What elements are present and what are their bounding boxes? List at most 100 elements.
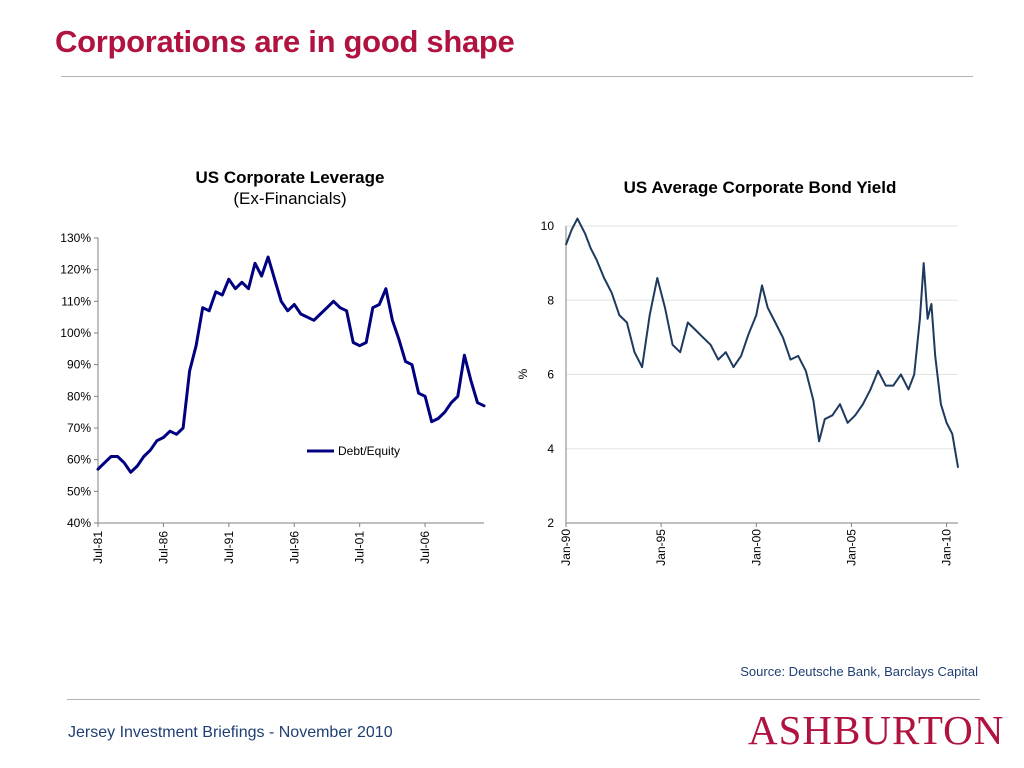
debt-equity-point	[163, 437, 165, 439]
debt-equity-point	[477, 402, 479, 404]
footer-text: Jersey Investment Briefings - November 2…	[68, 724, 393, 742]
debt-equity-point	[150, 449, 152, 451]
debt-equity-point	[130, 472, 132, 474]
debt-equity-point	[359, 345, 361, 347]
bond-yield-point	[952, 433, 954, 435]
left-y-tick-label: 100%	[60, 326, 91, 340]
bond-yield-point	[870, 389, 872, 391]
debt-equity-point	[313, 320, 315, 322]
source-note: Source: Deutsche Bank, Barclays Capital	[740, 664, 978, 679]
bond-yield-point	[619, 314, 621, 316]
left-x-tick-label: Jul-81	[91, 531, 105, 564]
bond-yield-point	[839, 403, 841, 405]
bond-yield-point	[957, 467, 959, 469]
bond-yield-point	[710, 344, 712, 346]
left-y-tick-label: 70%	[67, 421, 91, 435]
debt-equity-point	[228, 278, 230, 280]
right-x-tick-label: Jan-10	[940, 529, 954, 566]
bond-yield-point	[649, 314, 651, 316]
bond-yield-point	[733, 366, 735, 368]
debt-equity-point	[202, 307, 204, 309]
debt-equity-point	[392, 320, 394, 322]
debt-equity-point	[104, 462, 106, 464]
bond-yield-point	[740, 355, 742, 357]
bond-yield-point	[748, 333, 750, 335]
bond-yield-point	[611, 292, 613, 294]
bond-yield-point	[672, 344, 674, 346]
debt-equity-point	[470, 380, 472, 382]
right-y-tick-label: 8	[547, 293, 554, 307]
left-y-tick-label: 130%	[60, 231, 91, 245]
legend-label: Debt/Equity	[338, 444, 400, 458]
bond-yield-point	[761, 285, 763, 287]
debt-equity-point	[195, 345, 197, 347]
bond-yield-point	[782, 337, 784, 339]
debt-equity-point	[215, 291, 217, 293]
debt-equity-point	[372, 307, 374, 309]
debt-equity-point	[169, 430, 171, 432]
bond-yield-point	[832, 415, 834, 417]
left-x-tick-label: Jul-06	[418, 531, 432, 564]
bond-yield-point	[790, 359, 792, 361]
debt-equity-point	[143, 456, 145, 458]
debt-equity-point	[254, 263, 256, 265]
right-y-tick-label: 4	[547, 442, 554, 456]
debt-equity-point	[176, 434, 178, 436]
left-x-tick-label: Jul-01	[353, 531, 367, 564]
debt-equity-point	[411, 364, 413, 366]
left-y-tick-label: 50%	[67, 484, 91, 498]
bond-yield-point	[657, 277, 659, 279]
bond-yield-point	[885, 385, 887, 387]
debt-equity-point	[287, 310, 289, 312]
bond-yield-point	[679, 351, 681, 353]
right-x-tick-label: Jan-05	[844, 529, 858, 566]
debt-equity-point	[483, 405, 485, 407]
bond-yield-point	[847, 422, 849, 424]
debt-equity-line	[98, 257, 484, 472]
debt-equity-point	[464, 354, 466, 356]
debt-equity-point	[274, 278, 276, 280]
right-y-tick-label: 2	[547, 516, 554, 530]
debt-equity-point	[97, 468, 99, 470]
bond-yield-point	[797, 355, 799, 357]
debt-equity-point	[248, 288, 250, 290]
bond-yield-point	[725, 351, 727, 353]
debt-equity-point	[294, 304, 296, 306]
bond-yield-point	[818, 441, 820, 443]
debt-equity-point	[431, 421, 433, 423]
debt-equity-point	[326, 307, 328, 309]
right-x-tick-label: Jan-00	[749, 529, 763, 566]
bond-yield-point	[931, 303, 933, 305]
debt-equity-point	[418, 392, 420, 394]
debt-equity-point	[208, 310, 210, 312]
debt-equity-point	[451, 402, 453, 404]
debt-equity-point	[320, 313, 322, 315]
bond-yield-point	[702, 337, 704, 339]
debt-equity-point	[398, 339, 400, 341]
bond-yield-point	[641, 366, 643, 368]
debt-equity-point	[222, 294, 224, 296]
left-x-tick-label: Jul-96	[287, 531, 301, 564]
debt-equity-point	[424, 396, 426, 398]
debt-equity-point	[189, 370, 191, 372]
right-y-tick-label: 6	[547, 368, 554, 382]
right-y-tick-label: 10	[541, 219, 555, 233]
bond-yield-point	[919, 318, 921, 320]
left-y-tick-label: 110%	[61, 294, 91, 308]
bond-yield-point	[571, 229, 573, 231]
bond-yield-point	[596, 259, 598, 261]
bond-yield-point	[577, 218, 579, 220]
debt-equity-point	[385, 288, 387, 290]
bond-yield-point	[923, 262, 925, 264]
debt-equity-point	[437, 418, 439, 420]
bond-yield-point	[900, 374, 902, 376]
bond-yield-line	[566, 219, 958, 468]
bond-yield-point	[687, 322, 689, 324]
debt-equity-point	[457, 396, 459, 398]
bond-yield-point	[913, 374, 915, 376]
bond-yield-point	[824, 418, 826, 420]
left-x-tick-label: Jul-86	[156, 531, 170, 564]
bond-yield-point	[862, 403, 864, 405]
debt-equity-point	[182, 427, 184, 429]
debt-equity-point	[300, 313, 302, 315]
